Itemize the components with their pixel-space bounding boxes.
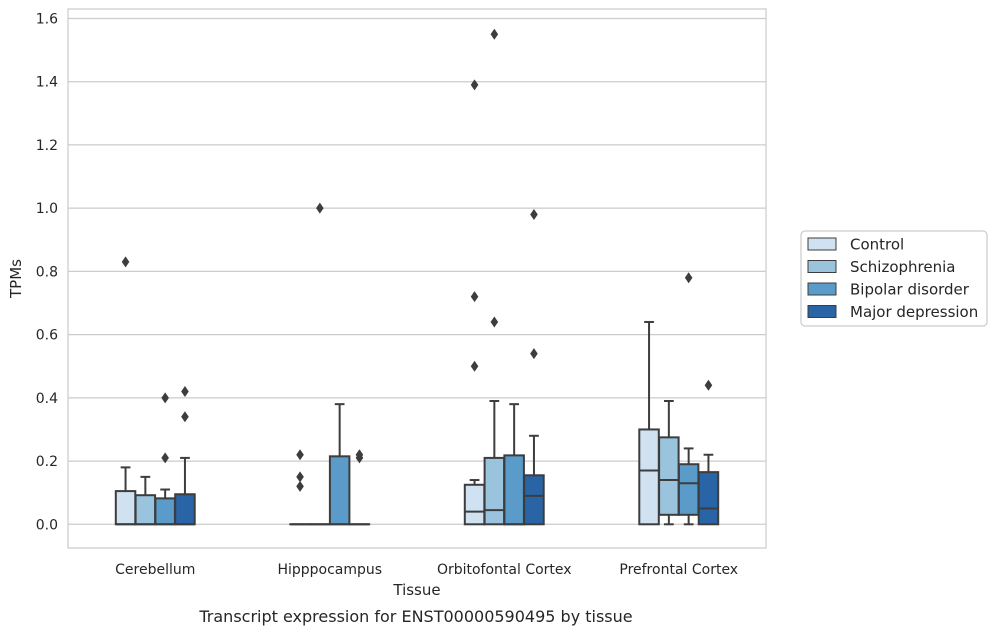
y-tick-label: 0.0	[36, 517, 58, 533]
outlier-point	[296, 449, 304, 461]
outlier-point	[490, 28, 499, 40]
figure-caption: Transcript expression for ENST0000059049…	[198, 607, 632, 626]
box-body	[174, 493, 196, 526]
outlier-point	[470, 291, 479, 303]
legend-swatch	[807, 260, 837, 273]
box-body	[638, 428, 660, 526]
box-body	[523, 474, 545, 526]
x-axis-label: Tissue	[392, 581, 440, 599]
y-tick-label: 1.2	[36, 138, 58, 154]
box-schizophrenia	[658, 400, 680, 526]
box-major-depression	[174, 386, 196, 526]
box-schizophrenia	[134, 475, 157, 526]
y-tick-label: 1.6	[36, 11, 58, 27]
box-schizophrenia	[483, 28, 506, 526]
legend-entry-label: Major depression	[850, 303, 978, 321]
box-body	[697, 471, 720, 526]
legend: Control Schizophrenia Bipolar disorder Majo…	[800, 230, 988, 327]
y-tick-label: 0.4	[36, 391, 58, 407]
x-tick-label: Orbitofontal Cortex	[437, 562, 572, 578]
x-tick-label: Hipppocampus	[277, 562, 382, 578]
y-tick-label: 0.8	[36, 264, 58, 280]
y-tick-label: 1.4	[36, 75, 58, 91]
box-body	[328, 455, 351, 526]
outlier-point	[684, 272, 693, 284]
box-bipolar-disorder	[328, 403, 351, 526]
outlier-point	[161, 452, 169, 464]
outlier-point	[355, 449, 364, 461]
outlier-point	[121, 256, 130, 268]
box-bipolar-disorder	[503, 403, 525, 526]
x-tick-labels: Cerebellum Hipppocampus Orbitofontal Corte…	[115, 562, 738, 578]
outlier-point	[530, 348, 538, 360]
box-bipolar-disorder	[154, 392, 176, 526]
box-bipolar-disorder	[677, 272, 700, 526]
box-control	[114, 256, 137, 526]
x-tick-label: Cerebellum	[115, 562, 195, 578]
legend-swatch	[807, 237, 837, 251]
outlier-point	[296, 471, 304, 483]
box-body	[503, 454, 525, 526]
y-tick-label: 0.6	[36, 328, 58, 344]
box-control	[638, 320, 660, 526]
plot-frame	[67, 8, 767, 549]
box-body	[483, 456, 506, 526]
outlier-point	[704, 379, 713, 391]
legend-entry-label: Bipolar disorder	[850, 281, 970, 299]
y-tick-label: 1.0	[36, 201, 58, 217]
legend-swatch	[807, 282, 837, 296]
outlier-point	[296, 480, 304, 492]
box-body	[154, 497, 176, 526]
boxes	[114, 28, 720, 526]
box-body	[463, 483, 486, 526]
y-axis-label: TPMs	[7, 259, 25, 299]
box-body	[658, 436, 680, 516]
box-major-depression	[348, 449, 371, 526]
box-major-depression	[697, 379, 720, 526]
box-body	[677, 463, 700, 516]
outlier-point	[530, 208, 538, 220]
legend-frame	[800, 230, 988, 327]
outlier-point	[161, 392, 169, 404]
outlier-point	[181, 411, 189, 423]
legend-entry-label: Schizophrenia	[850, 258, 955, 276]
box-major-depression	[523, 208, 545, 526]
y-tick-label: 0.2	[36, 454, 58, 470]
outlier-point	[316, 202, 324, 214]
box-body	[134, 494, 157, 526]
y-tick-labels: 0.0 0.2 0.4 0.6 0.8 1.0 1.2 1.4 1.6	[36, 11, 58, 533]
box-body	[114, 490, 137, 526]
outlier-point	[470, 360, 479, 372]
box-control	[463, 79, 486, 526]
outlier-point	[490, 316, 499, 328]
outlier-point	[470, 79, 479, 91]
box-schizophrenia	[309, 202, 331, 526]
x-tick-label: Prefrontal Cortex	[619, 562, 738, 578]
legend-entry-label: Control	[850, 236, 904, 254]
outlier-point	[181, 386, 189, 398]
legend-swatch	[807, 305, 837, 318]
